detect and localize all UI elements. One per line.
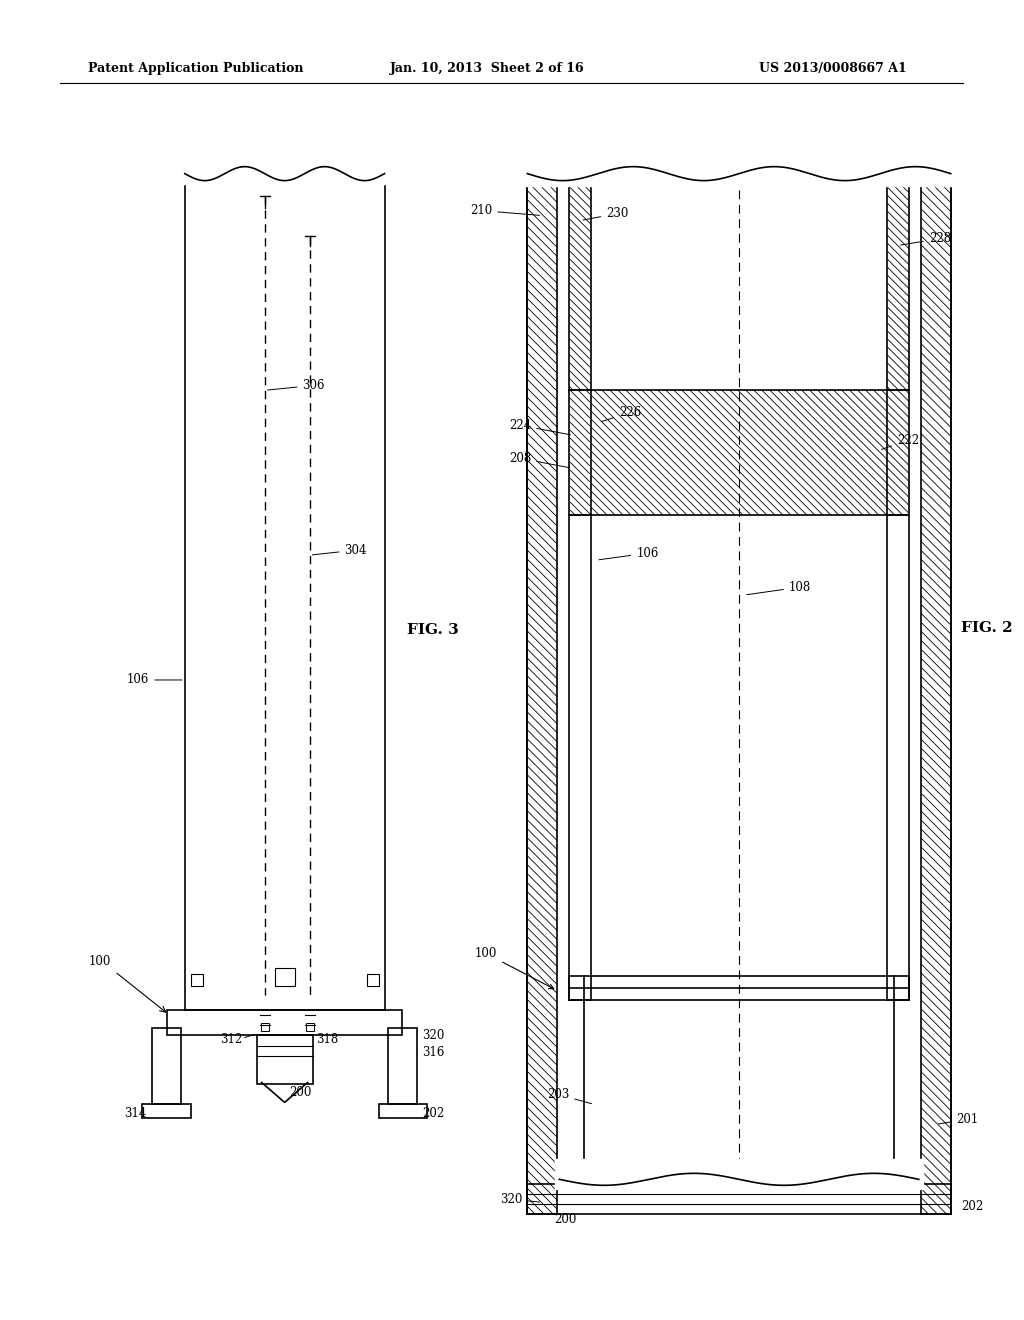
- Text: 106: 106: [599, 546, 658, 560]
- Bar: [274, 968, 295, 986]
- Text: 208: 208: [509, 451, 569, 467]
- Bar: [261, 1023, 268, 1031]
- Text: 304: 304: [312, 544, 367, 557]
- Bar: [527, 156, 557, 1214]
- Text: 210: 210: [470, 205, 540, 216]
- Bar: [569, 156, 591, 391]
- Text: FIG. 3: FIG. 3: [408, 623, 459, 638]
- Bar: [257, 1035, 312, 1085]
- Text: 100: 100: [475, 948, 554, 989]
- Bar: [152, 1027, 181, 1105]
- Bar: [141, 1105, 190, 1118]
- Bar: [887, 156, 909, 391]
- Bar: [569, 515, 591, 999]
- Bar: [887, 515, 909, 999]
- Text: 312: 312: [220, 1034, 243, 1045]
- Bar: [388, 1027, 418, 1105]
- Text: 320: 320: [423, 1030, 444, 1041]
- Text: 224: 224: [509, 418, 570, 434]
- Bar: [527, 156, 557, 1214]
- Text: 202: 202: [423, 1107, 444, 1119]
- Bar: [569, 391, 909, 515]
- Text: 203: 203: [547, 1088, 592, 1104]
- Text: FIG. 2: FIG. 2: [961, 620, 1013, 635]
- Text: 230: 230: [583, 207, 629, 220]
- Text: 226: 226: [602, 405, 641, 421]
- Text: Patent Application Publication: Patent Application Publication: [88, 62, 303, 75]
- Bar: [921, 156, 950, 1214]
- Bar: [527, 1184, 950, 1214]
- Text: 100: 100: [88, 956, 111, 968]
- Text: 314: 314: [125, 1107, 146, 1119]
- Bar: [569, 391, 909, 515]
- Text: US 2013/0008667 A1: US 2013/0008667 A1: [759, 62, 907, 75]
- Text: 106: 106: [127, 673, 182, 686]
- Bar: [367, 974, 379, 986]
- Bar: [887, 156, 909, 391]
- Text: 318: 318: [316, 1034, 339, 1045]
- Text: 200: 200: [290, 1086, 312, 1100]
- Bar: [190, 974, 203, 986]
- Text: 306: 306: [267, 379, 325, 392]
- Bar: [167, 1010, 402, 1035]
- Text: 316: 316: [423, 1045, 444, 1059]
- Text: 200: 200: [554, 1213, 577, 1226]
- Text: Jan. 10, 2013  Sheet 2 of 16: Jan. 10, 2013 Sheet 2 of 16: [389, 62, 584, 75]
- Text: 108: 108: [746, 581, 811, 595]
- Text: 320: 320: [500, 1193, 540, 1205]
- Bar: [305, 1023, 313, 1031]
- Bar: [379, 1105, 427, 1118]
- Text: 228: 228: [900, 232, 951, 246]
- Text: 222: 222: [882, 434, 919, 449]
- Bar: [921, 156, 950, 1214]
- Bar: [569, 156, 591, 391]
- Text: 202: 202: [961, 1200, 983, 1213]
- Text: 201: 201: [939, 1113, 978, 1126]
